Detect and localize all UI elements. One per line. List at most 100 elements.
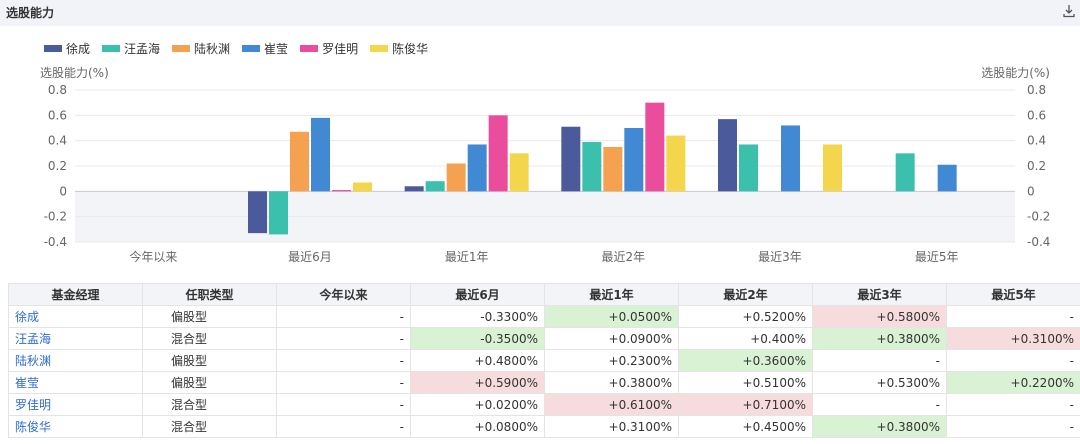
manager-name-link[interactable]: 陆秋渊 bbox=[8, 349, 143, 372]
y-tick-label-left: 0.6 bbox=[48, 108, 67, 122]
y-tick-label-left: 0.2 bbox=[48, 159, 67, 173]
x-category-label: 最近1年 bbox=[445, 250, 489, 264]
manager-name-link[interactable]: 罗佳明 bbox=[8, 393, 143, 416]
value-cell: +0.6100% bbox=[544, 393, 679, 416]
bar bbox=[467, 144, 487, 192]
bar-chart: 0.8 0.8 0.6 0.6 0.4 0.4 0.2 0.2 0 0 -0.2 -0.2 -0.4 -0… bbox=[40, 66, 1050, 264]
legend-label: 罗佳明 bbox=[322, 41, 359, 56]
bar bbox=[781, 125, 800, 192]
legend-item[interactable]: 汪孟海 bbox=[102, 40, 160, 57]
bar bbox=[404, 186, 424, 192]
manager-name-link[interactable]: 汪孟海 bbox=[8, 327, 143, 350]
legend-item[interactable]: 陆秋渊 bbox=[172, 40, 230, 57]
bar bbox=[446, 163, 466, 192]
chart-legend: 徐成 汪孟海 陆秋渊 崔莹 罗佳明 陈俊华 bbox=[44, 40, 440, 56]
legend-label: 汪孟海 bbox=[124, 41, 161, 56]
legend-item[interactable]: 徐成 bbox=[44, 40, 90, 57]
col-header-1y[interactable]: 最近1年 bbox=[544, 283, 679, 306]
col-header-2y[interactable]: 最近2年 bbox=[678, 283, 813, 306]
bar bbox=[624, 128, 644, 192]
legend-swatch bbox=[242, 44, 261, 52]
panel-title: 选股能力 bbox=[6, 6, 55, 20]
value-cell: -0.3300% bbox=[410, 305, 545, 328]
y-tick-label-right: 0.4 bbox=[1027, 134, 1046, 148]
bar bbox=[248, 191, 267, 234]
position-type-cell: 偏股型 bbox=[142, 349, 277, 372]
col-header-manager[interactable]: 基金经理 bbox=[8, 283, 143, 306]
bar bbox=[332, 190, 351, 192]
col-header-6m[interactable]: 最近6月 bbox=[410, 283, 545, 306]
bar bbox=[937, 164, 957, 192]
legend-swatch bbox=[44, 44, 62, 52]
table-row: 徐成 偏股型 - -0.3300% +0.0500% +0.5200% +0.5800% - bbox=[8, 305, 1080, 328]
value-cell: +0.3100% bbox=[946, 327, 1080, 350]
bar bbox=[290, 131, 309, 192]
value-cell: - bbox=[946, 415, 1080, 438]
x-category-label: 今年以来 bbox=[129, 249, 177, 264]
download-icon[interactable] bbox=[1062, 4, 1076, 18]
value-cell: +0.5900% bbox=[410, 371, 545, 394]
position-type-cell: 混合型 bbox=[142, 415, 277, 438]
value-cell: +0.3600% bbox=[678, 349, 813, 372]
position-type-cell: 偏股型 bbox=[142, 371, 277, 394]
y-tick-label-left: 0.4 bbox=[48, 134, 67, 148]
bar bbox=[509, 153, 529, 192]
y-tick-label-right: 0.8 bbox=[1027, 83, 1046, 97]
bar bbox=[582, 141, 602, 192]
col-header-type[interactable]: 任职类型 bbox=[142, 283, 277, 306]
col-header-3y[interactable]: 最近3年 bbox=[812, 283, 947, 306]
manager-name-link[interactable]: 徐成 bbox=[8, 305, 143, 328]
value-cell: +0.3800% bbox=[812, 415, 947, 438]
panel-header: 选股能力 bbox=[0, 0, 1080, 26]
manager-name-link[interactable]: 陈俊华 bbox=[8, 415, 143, 438]
value-cell: - bbox=[946, 305, 1080, 328]
x-category-label: 最近5年 bbox=[915, 250, 959, 264]
value-cell: +0.5300% bbox=[812, 371, 947, 394]
value-cell: +0.2300% bbox=[544, 349, 679, 372]
legend-label: 崔莹 bbox=[264, 41, 289, 56]
x-category-label: 最近6月 bbox=[288, 250, 332, 264]
bar bbox=[269, 191, 288, 235]
x-category-label: 最近2年 bbox=[602, 250, 646, 264]
value-cell: +0.5200% bbox=[678, 305, 813, 328]
x-category-label: 最近3年 bbox=[758, 250, 802, 264]
manager-name-link[interactable]: 崔莹 bbox=[8, 371, 143, 394]
bar bbox=[895, 153, 915, 192]
y-axis-title-left: 选股能力(%) bbox=[40, 66, 109, 80]
value-cell: +0.0200% bbox=[410, 393, 545, 416]
value-cell: +0.4500% bbox=[678, 415, 813, 438]
value-cell: - bbox=[812, 393, 947, 416]
col-header-ytd[interactable]: 今年以来 bbox=[276, 283, 411, 306]
legend-swatch bbox=[300, 44, 319, 52]
table-row: 罗佳明 混合型 - +0.0200% +0.6100% +0.7100% - - bbox=[8, 393, 1080, 416]
legend-item[interactable]: 罗佳明 bbox=[300, 40, 358, 57]
value-cell: +0.400% bbox=[678, 327, 813, 350]
y-tick-label-right: 0.2 bbox=[1027, 159, 1046, 173]
col-header-5y[interactable]: 最近5年 bbox=[946, 283, 1080, 306]
bar bbox=[823, 144, 842, 192]
bar bbox=[561, 126, 581, 192]
legend-item[interactable]: 陈俊华 bbox=[370, 40, 428, 57]
value-cell: - bbox=[276, 327, 411, 350]
legend-label: 陈俊华 bbox=[392, 41, 429, 56]
bar bbox=[739, 144, 758, 192]
legend-swatch bbox=[172, 44, 191, 52]
value-cell: - bbox=[276, 393, 411, 416]
legend-swatch bbox=[102, 44, 121, 52]
value-cell: - bbox=[276, 371, 411, 394]
value-cell: - bbox=[276, 349, 411, 372]
value-cell: +0.0500% bbox=[544, 305, 679, 328]
y-axis-title-right: 选股能力(%) bbox=[981, 66, 1050, 80]
legend-item[interactable]: 崔莹 bbox=[242, 40, 288, 57]
value-cell: -0.3500% bbox=[410, 327, 545, 350]
value-cell: +0.3800% bbox=[544, 371, 679, 394]
value-cell: - bbox=[812, 349, 947, 372]
bar bbox=[353, 182, 372, 192]
bar bbox=[488, 115, 508, 192]
table-row: 陈俊华 混合型 - +0.0800% +0.3100% +0.4500% +0.3800% - bbox=[8, 415, 1080, 438]
legend-label: 徐成 bbox=[66, 41, 91, 56]
y-tick-label-left: -0.4 bbox=[44, 235, 67, 249]
value-cell: - bbox=[946, 349, 1080, 372]
position-type-cell: 偏股型 bbox=[142, 305, 277, 328]
value-cell: +0.4800% bbox=[410, 349, 545, 372]
